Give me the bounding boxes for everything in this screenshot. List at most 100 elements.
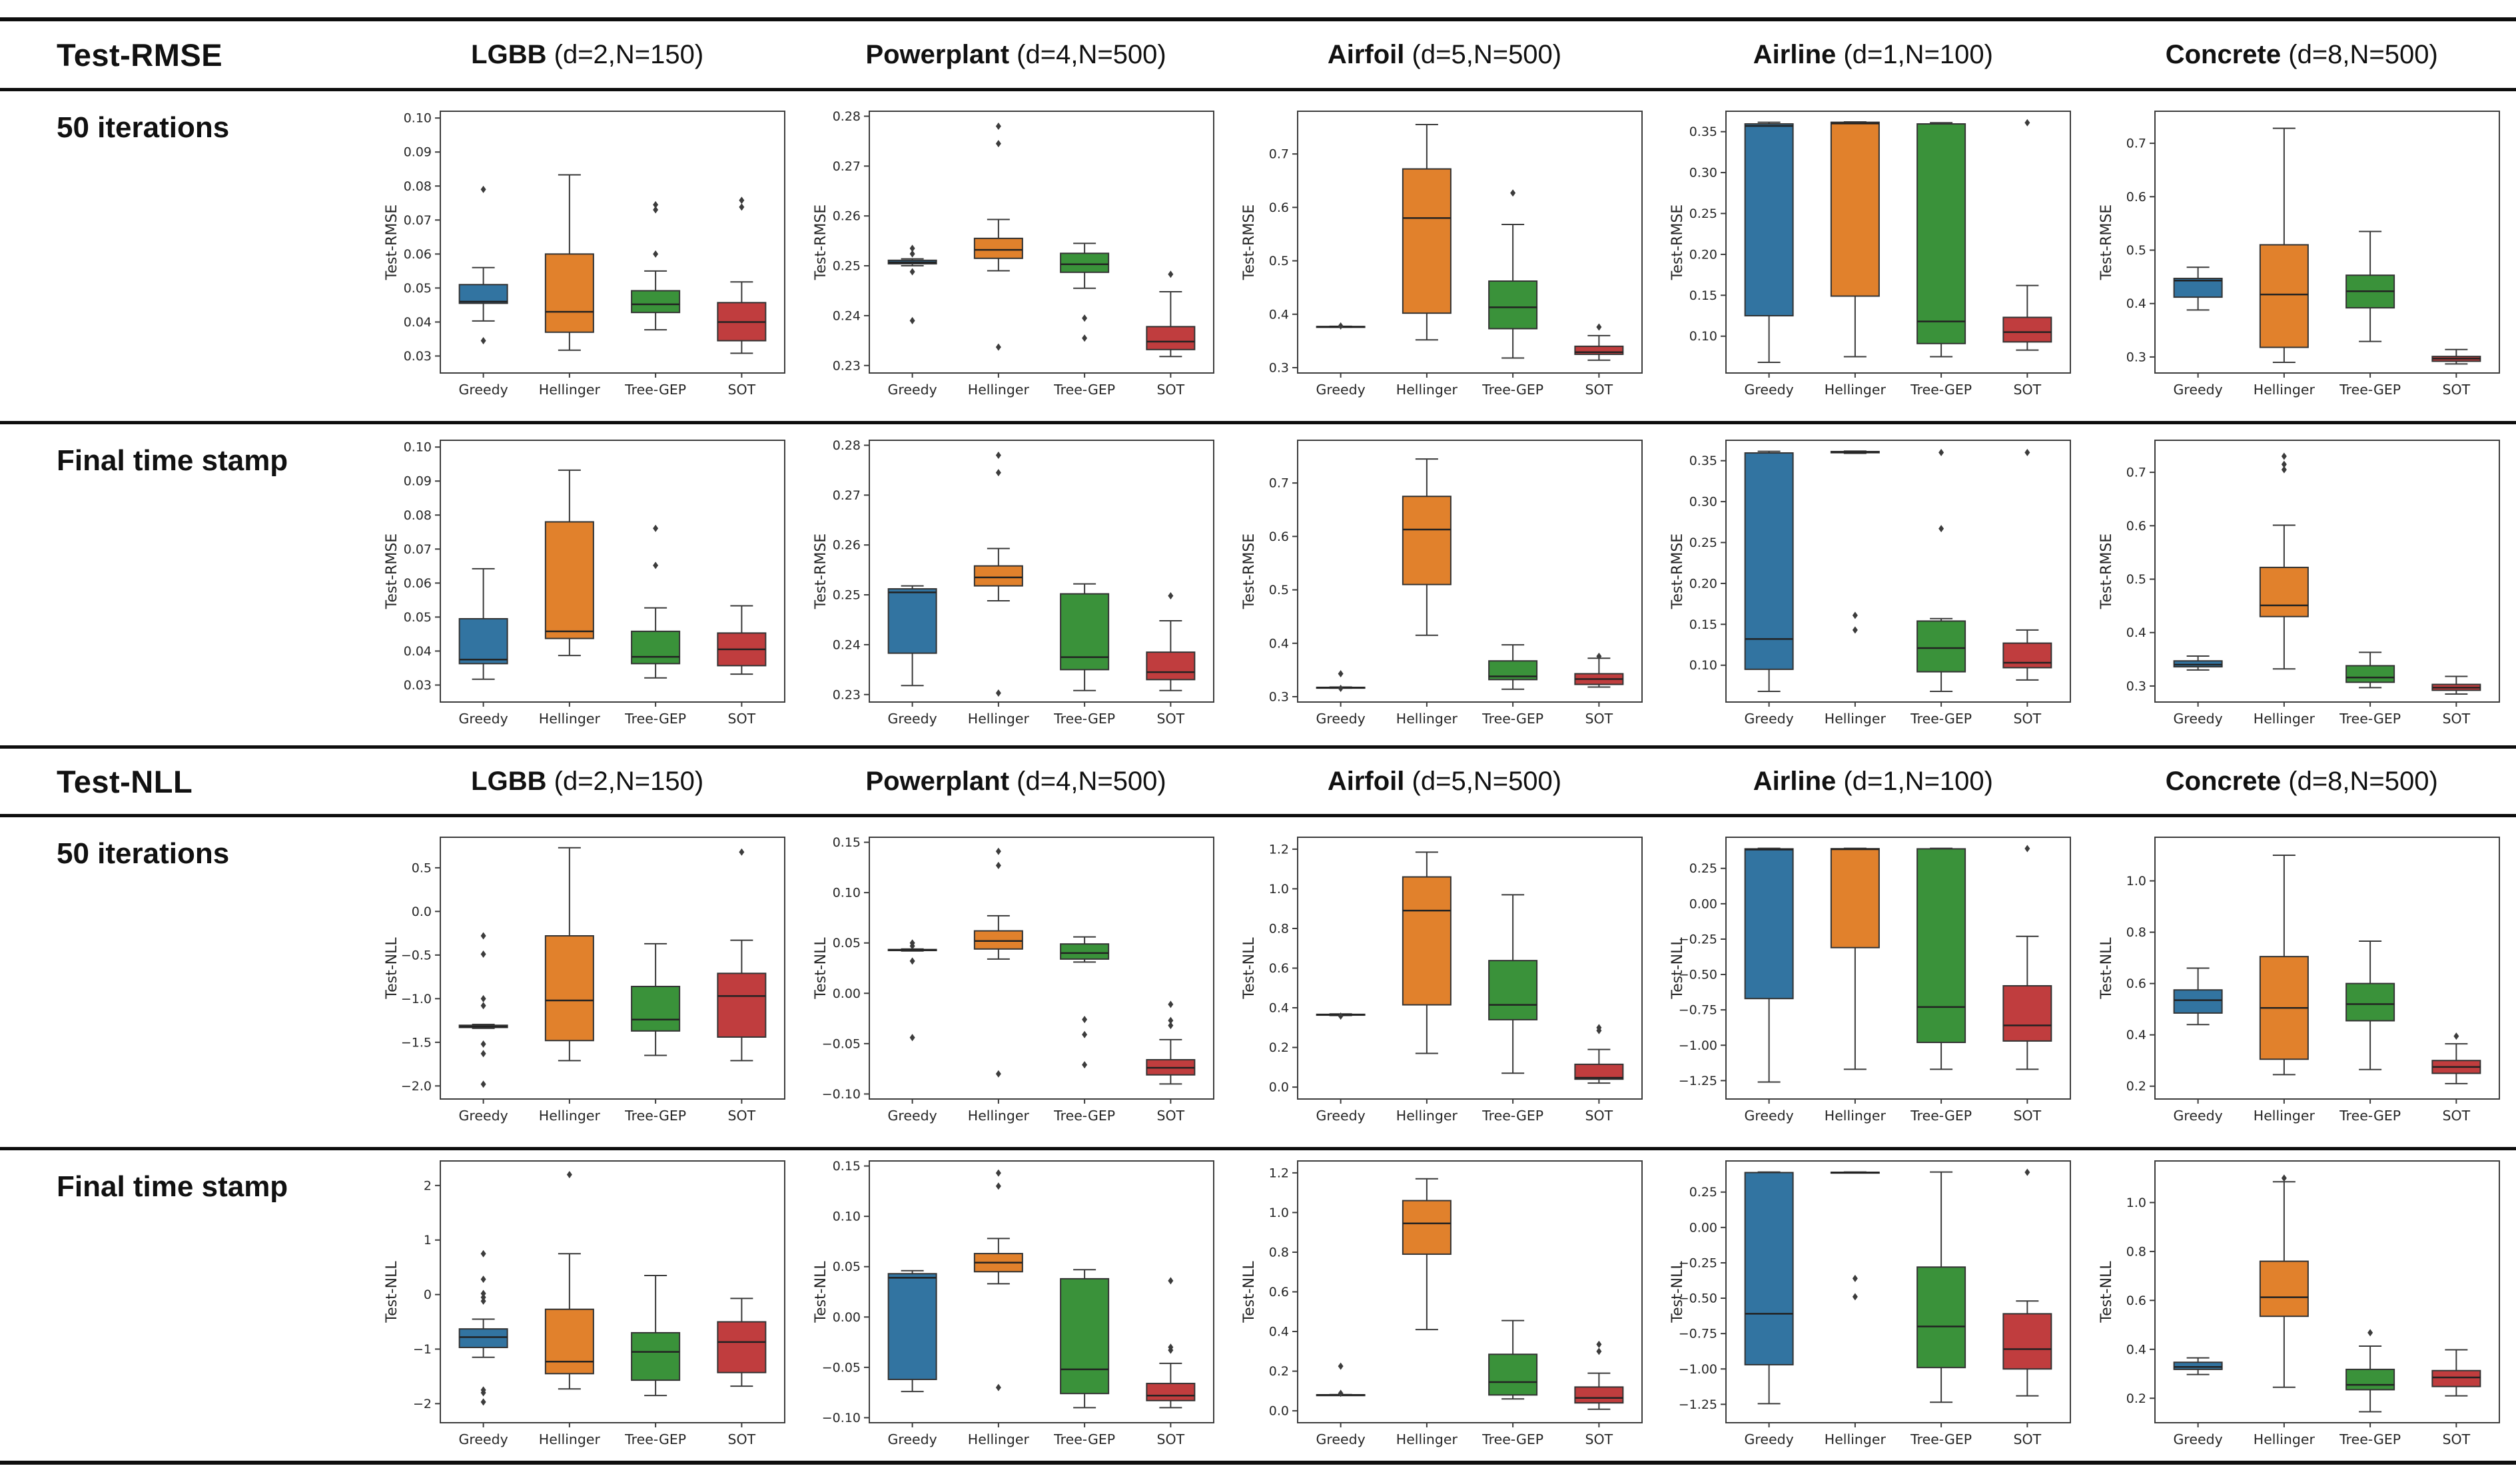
metric-cell-nll: Test-NLL xyxy=(0,763,373,800)
row-title-50-iterations: 50 iterations xyxy=(57,837,230,870)
row-title-final-time-stamp: Final time stamp xyxy=(57,444,288,477)
outlier-diamond xyxy=(653,561,659,569)
outlier-diamond xyxy=(1596,323,1602,331)
box-tree-gep xyxy=(2345,651,2395,688)
x-tick-label: SOT xyxy=(2014,382,2042,398)
boxplot-rmse-final-lgbb: 0.03 0.04 0.05 0.06 0.07 0.08 0.09 0.10 Test-RMS… xyxy=(373,434,801,737)
outlier-diamond xyxy=(480,1397,486,1405)
box-sot xyxy=(2002,119,2052,351)
y-tick-label: 0.00 xyxy=(832,986,860,1001)
boxplot-svg: 1.2 1.0 0.8 0.6 0.4 0.2 0.0 Test-NLL Greedy Helli… xyxy=(1241,837,1643,1124)
outlier-diamond xyxy=(995,689,1001,697)
y-tick-label: 0.28 xyxy=(832,109,860,124)
outlier-diamond xyxy=(739,848,745,856)
outlier-diamond xyxy=(1167,270,1173,278)
dataset-title-concrete: Concrete (d=8,N=500) xyxy=(2165,39,2438,69)
y-tick-label: 0.25 xyxy=(1689,1185,1717,1200)
x-tick-label: Tree-GEP xyxy=(1481,1431,1543,1447)
rmse-header-row: Test-RMSE LGBB (d=2,N=150) Powerplant (d… xyxy=(0,21,2516,88)
outlier-diamond xyxy=(995,1182,1001,1190)
x-tick-label: SOT xyxy=(2442,711,2470,727)
x-tick-label: Hellinger xyxy=(1825,1108,1887,1124)
x-tick-label: Hellinger xyxy=(1396,382,1458,398)
outlier-diamond xyxy=(1338,1389,1344,1397)
metric-title-rmse: Test-RMSE xyxy=(57,37,223,73)
y-tick-label: 0.07 xyxy=(404,542,432,556)
outlier-diamond xyxy=(1081,334,1087,342)
y-tick-label: 0.20 xyxy=(1689,247,1717,262)
y-tick-label: −2.0 xyxy=(401,1079,432,1094)
boxplot-nll-final-powerplant: 0.15 0.10 0.05 0.00 −0.05 −0.10 Test-NLL Greedy… xyxy=(801,1154,1230,1457)
x-tick-label: Greedy xyxy=(2173,1108,2222,1124)
y-tick-label: −1.00 xyxy=(1679,1038,1717,1053)
outlier-diamond xyxy=(995,847,1001,855)
outlier-diamond xyxy=(1167,1000,1173,1008)
x-tick-label: Tree-GEP xyxy=(624,1108,686,1124)
y-axis-label: Test-NLL xyxy=(384,1260,400,1323)
x-tick-label: Hellinger xyxy=(1396,1431,1458,1447)
y-tick-label: −1.25 xyxy=(1679,1397,1717,1411)
outlier-diamond xyxy=(909,316,915,324)
boxplot-nll-50iter-concrete: 1.0 0.8 0.6 0.4 0.2 Test-NLL Greedy Hellinger Tr… xyxy=(2088,831,2516,1134)
outlier-diamond xyxy=(1596,652,1602,660)
outlier-diamond xyxy=(1167,1276,1173,1284)
y-tick-label: −0.50 xyxy=(1679,968,1717,982)
box-hellinger xyxy=(1402,124,1452,341)
boxplot-svg: 0.3 0.4 0.5 0.6 0.7 Test-RMSE Greedy Hellinger T… xyxy=(2098,439,2500,727)
box-hellinger xyxy=(1831,1171,1881,1300)
outlier-diamond xyxy=(1167,1022,1173,1030)
box-sot xyxy=(1574,323,1624,361)
top-margin xyxy=(0,0,2516,17)
x-tick-label: Tree-GEP xyxy=(1481,711,1543,727)
y-tick-label: 0 xyxy=(424,1288,432,1302)
box-sot xyxy=(1145,1000,1195,1085)
y-tick-label: 0.4 xyxy=(1269,1324,1289,1339)
box-greedy xyxy=(1745,847,1795,1083)
outlier-diamond xyxy=(1167,1346,1173,1354)
y-tick-label: 0.10 xyxy=(832,1209,860,1224)
y-tick-label: 0.0 xyxy=(412,905,432,919)
outlier-diamond xyxy=(909,957,915,965)
boxplot-svg: 2 1 0 −1 −2 Test-NLL Greedy Hellinger Tree-GEP SO… xyxy=(384,1160,786,1447)
boxplot-svg: 0.3 0.4 0.5 0.6 0.7 Test-RMSE Greedy Hellinger T… xyxy=(1241,111,1643,398)
y-tick-label: 0.5 xyxy=(2126,572,2146,587)
box-sot xyxy=(717,848,767,1062)
x-tick-label: SOT xyxy=(2442,1431,2470,1447)
boxplot-svg: 0.10 0.15 0.20 0.25 0.30 0.35 Test-RMSE Greedy H… xyxy=(1669,439,2072,727)
box-sot xyxy=(1145,270,1195,358)
box-hellinger xyxy=(545,1170,595,1389)
box-hellinger xyxy=(1831,450,1881,633)
y-tick-label: −0.75 xyxy=(1679,1326,1717,1341)
outlier-diamond xyxy=(1853,1292,1859,1300)
box-greedy xyxy=(1316,669,1366,692)
box-sot xyxy=(2431,1032,2481,1084)
x-tick-label: Tree-GEP xyxy=(1481,1108,1543,1124)
box-greedy xyxy=(887,1270,937,1392)
box-hellinger xyxy=(1402,458,1452,636)
y-axis-label: Test-RMSE xyxy=(2098,204,2115,280)
boxplot-nll-final-airfoil: 1.2 1.0 0.8 0.6 0.4 0.2 0.0 Test-NLL Greedy Helli… xyxy=(1230,1154,1659,1457)
boxplot-nll-50iter-airfoil: 1.2 1.0 0.8 0.6 0.4 0.2 0.0 Test-NLL Greedy Helli… xyxy=(1230,831,1659,1134)
x-tick-label: SOT xyxy=(728,1431,756,1447)
y-tick-label: 0.15 xyxy=(832,835,860,850)
y-tick-label: 0.30 xyxy=(1689,494,1717,509)
y-tick-label: −0.5 xyxy=(401,948,432,962)
boxplot-rmse-50iter-powerplant: 0.23 0.24 0.25 0.26 0.27 0.28 Test-RMSE Greedy H… xyxy=(801,105,1230,408)
outlier-diamond xyxy=(1338,322,1344,330)
y-tick-label: 0.35 xyxy=(1689,125,1717,139)
x-tick-label: Greedy xyxy=(887,382,937,398)
dataset-title-airfoil: Airfoil (d=5,N=500) xyxy=(1327,39,1562,69)
box-greedy xyxy=(2173,266,2223,311)
y-axis-label: Test-NLL xyxy=(384,937,400,1000)
y-tick-label: 1 xyxy=(424,1233,432,1248)
boxplot-svg: 0.15 0.10 0.05 0.00 −0.05 −0.10 Test-NLL Greedy… xyxy=(813,1159,1214,1447)
y-tick-label: 0.10 xyxy=(404,440,432,454)
dataset-title-airfoil: Airfoil (d=5,N=500) xyxy=(1327,766,1562,796)
y-tick-label: 0.08 xyxy=(404,508,432,522)
outlier-diamond xyxy=(1167,591,1173,599)
divider-line xyxy=(0,421,2516,424)
outlier-diamond xyxy=(480,1250,486,1258)
box-greedy xyxy=(887,585,937,686)
y-tick-label: 0.4 xyxy=(2126,1342,2146,1357)
